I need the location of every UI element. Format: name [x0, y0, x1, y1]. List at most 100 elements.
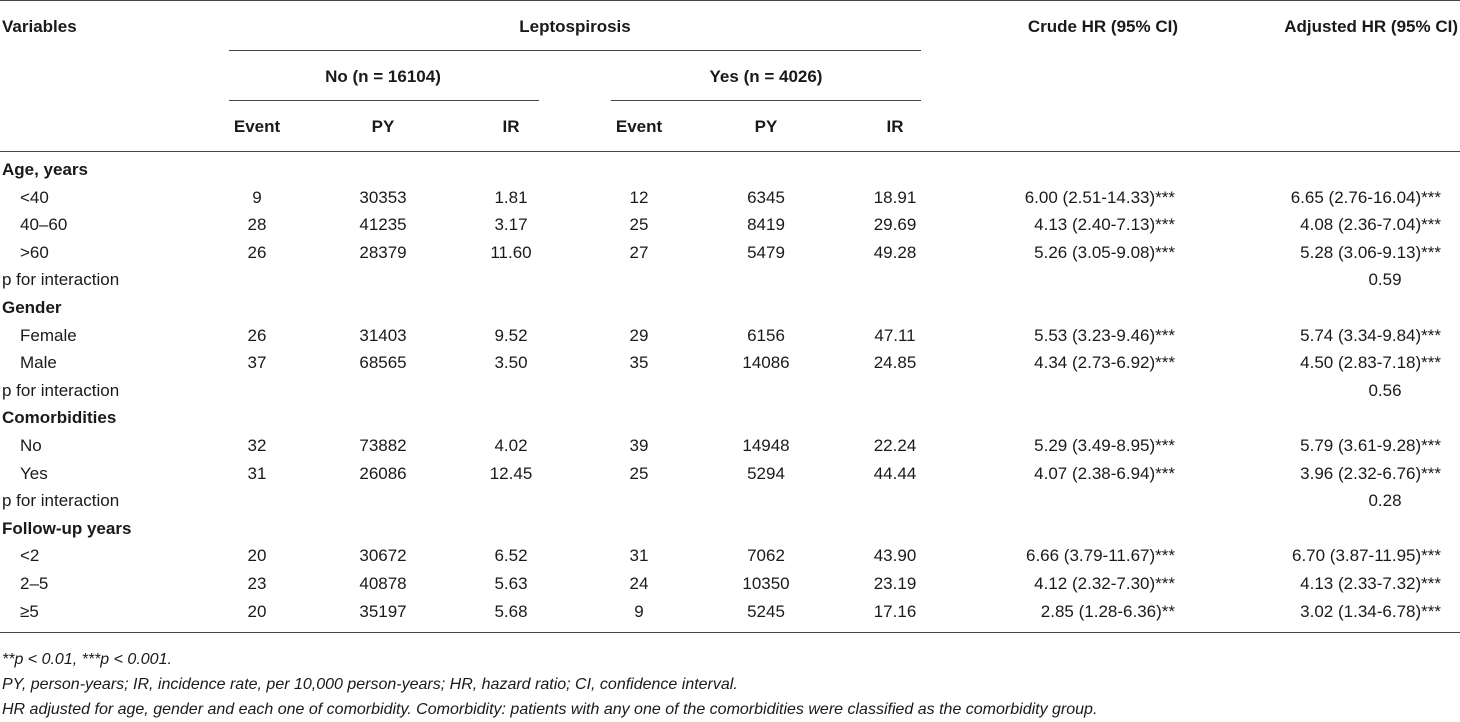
cell-no-event: 20	[247, 601, 267, 621]
cell-yes-event: 24	[629, 574, 649, 593]
cell-no-py: 35197	[359, 601, 407, 621]
cell-yes-ir: 18.91	[873, 187, 917, 207]
header-leptospirosis: Leptospirosis	[519, 17, 631, 36]
cell-yes-ir: 29.69	[873, 215, 917, 235]
cell-no-ir: 1.81	[494, 187, 528, 207]
cell-no-ir: 5.63	[494, 574, 528, 593]
section-title: Follow-up years	[2, 518, 132, 538]
cell-no-event: 32	[247, 436, 267, 455]
cell-crude: 6.66 (3.79-11.67)***	[1025, 546, 1175, 566]
cell-no-py: 41235	[359, 215, 407, 235]
cell-yes-event: 27	[629, 242, 649, 262]
cell-yes-py: 5294	[747, 463, 785, 483]
p-interaction-label: p for interaction	[2, 270, 120, 290]
row-label: Male	[20, 353, 57, 373]
cell-yes-ir: 24.85	[873, 353, 917, 373]
p-interaction-value: 0.28	[1368, 491, 1402, 511]
p-interaction-value: 0.56	[1368, 380, 1402, 400]
row-label: 40–60	[20, 215, 68, 235]
header-no-group: No (n = 16104)	[325, 67, 441, 86]
cell-no-ir: 6.52	[494, 546, 528, 566]
cell-no-py: 73882	[359, 436, 407, 455]
cell-no-ir: 5.68	[494, 601, 528, 621]
cell-no-py: 31403	[359, 325, 407, 345]
row-label: 2–5	[20, 574, 49, 593]
header-no-event: Event	[233, 117, 281, 136]
cell-yes-py: 14948	[742, 436, 790, 455]
cell-crude: 4.13 (2.40-7.13)***	[1034, 215, 1175, 235]
cell-yes-ir: 22.24	[873, 436, 917, 455]
table-top-rule	[0, 0, 1460, 1]
row-label: ≥5	[20, 601, 39, 621]
row-label: <40	[20, 187, 49, 207]
cell-no-event: 31	[247, 463, 267, 483]
cell-adjusted: 5.79 (3.61-9.28)***	[1300, 436, 1441, 455]
no-group-underline	[229, 100, 539, 101]
cell-yes-py: 5245	[747, 601, 785, 621]
cell-crude: 2.85 (1.28-6.36)**	[1040, 601, 1175, 621]
cell-yes-event: 12	[629, 187, 649, 207]
cell-no-event: 28	[247, 215, 267, 235]
section-title: Comorbidities	[2, 408, 117, 428]
cell-adjusted: 6.70 (3.87-11.95)***	[1291, 546, 1441, 566]
cell-no-py: 30672	[359, 546, 407, 566]
header-yes-event: Event	[615, 117, 663, 136]
header-adjusted-hr: Adjusted HR (95% CI)	[1284, 17, 1458, 36]
cell-crude: 4.34 (2.73-6.92)***	[1034, 353, 1175, 373]
header-variables: Variables	[2, 17, 77, 36]
cell-no-py: 68565	[359, 353, 407, 373]
footnote-significance: **p < 0.01, ***p < 0.001.	[2, 651, 172, 668]
cell-no-event: 26	[247, 242, 267, 262]
cell-no-event: 9	[252, 187, 262, 207]
cell-no-event: 26	[247, 325, 267, 345]
cell-crude: 6.00 (2.51-14.33)***	[1024, 187, 1175, 207]
cell-adjusted: 4.08 (2.36-7.04)***	[1300, 215, 1441, 235]
cell-yes-ir: 44.44	[873, 463, 917, 483]
cell-crude: 5.26 (3.05-9.08)***	[1034, 242, 1175, 262]
cell-crude: 4.12 (2.32-7.30)***	[1034, 574, 1175, 593]
cell-no-event: 23	[247, 574, 267, 593]
cell-yes-event: 31	[629, 546, 649, 566]
row-label: >60	[20, 242, 49, 262]
header-bottom-rule	[0, 151, 1460, 152]
cell-adjusted: 3.02 (1.34-6.78)***	[1300, 601, 1441, 621]
row-label: No	[20, 436, 42, 455]
cell-no-ir: 3.17	[494, 215, 528, 235]
section-title: Age, years	[2, 160, 88, 179]
cell-no-ir: 11.60	[490, 242, 532, 262]
cell-yes-event: 25	[629, 463, 649, 483]
header-yes-py: PY	[754, 117, 778, 136]
cell-adjusted: 4.13 (2.33-7.32)***	[1300, 574, 1441, 593]
cell-no-ir: 12.45	[489, 463, 533, 483]
cell-yes-event: 25	[629, 215, 649, 235]
footnote-adjustment: HR adjusted for age, gender and each one…	[2, 701, 1098, 718]
cell-adjusted: 3.96 (2.32-6.76)***	[1300, 463, 1441, 483]
p-interaction-label: p for interaction	[2, 491, 120, 511]
cell-no-py: 30353	[359, 187, 407, 207]
yes-group-underline	[611, 100, 921, 101]
leptospirosis-underline	[229, 50, 921, 51]
header-no-py: PY	[371, 117, 395, 136]
cell-yes-ir: 49.28	[873, 242, 917, 262]
cell-yes-py: 6345	[747, 187, 785, 207]
cell-yes-py: 5479	[747, 242, 785, 262]
cell-yes-event: 35	[629, 353, 649, 373]
row-label: Female	[20, 325, 77, 345]
header-crude-hr: Crude HR (95% CI)	[1027, 17, 1178, 36]
cell-no-py: 28379	[359, 242, 407, 262]
header-yes-group: Yes (n = 4026)	[709, 67, 823, 86]
header-yes-ir: IR	[886, 117, 904, 136]
cell-adjusted: 5.28 (3.06-9.13)***	[1300, 242, 1441, 262]
cell-crude: 5.29 (3.49-8.95)***	[1034, 436, 1175, 455]
row-label: Yes	[20, 463, 48, 483]
p-interaction-value: 0.59	[1368, 270, 1402, 290]
cell-adjusted: 5.74 (3.34-9.84)***	[1300, 325, 1441, 345]
cell-crude: 4.07 (2.38-6.94)***	[1034, 463, 1175, 483]
cell-yes-py: 6156	[747, 325, 785, 345]
section-title: Gender	[2, 298, 62, 317]
cell-yes-ir: 43.90	[873, 546, 917, 566]
table-bottom-rule	[0, 632, 1460, 633]
cell-adjusted: 4.50 (2.83-7.18)***	[1300, 353, 1441, 373]
cell-no-ir: 9.52	[494, 325, 528, 345]
